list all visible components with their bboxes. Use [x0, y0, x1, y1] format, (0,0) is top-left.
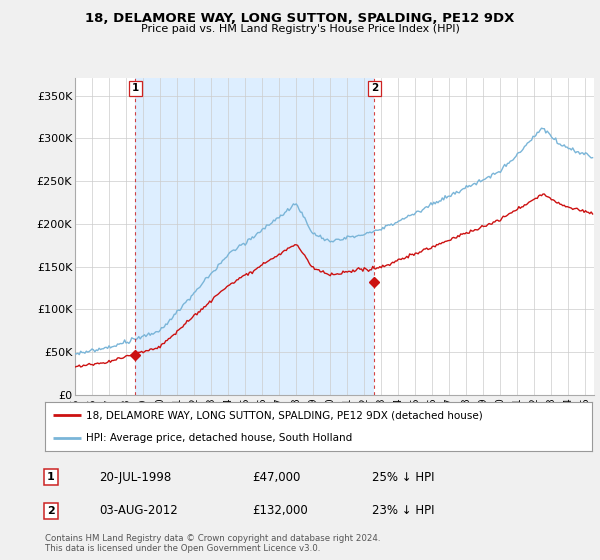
Text: 25% ↓ HPI: 25% ↓ HPI: [372, 470, 434, 484]
Text: 1: 1: [47, 472, 55, 482]
Text: Contains HM Land Registry data © Crown copyright and database right 2024.
This d: Contains HM Land Registry data © Crown c…: [45, 534, 380, 553]
Text: £47,000: £47,000: [252, 470, 301, 484]
Text: 1: 1: [132, 83, 139, 93]
Text: 18, DELAMORE WAY, LONG SUTTON, SPALDING, PE12 9DX: 18, DELAMORE WAY, LONG SUTTON, SPALDING,…: [85, 12, 515, 25]
Text: £132,000: £132,000: [252, 504, 308, 517]
Text: 2: 2: [371, 83, 378, 93]
Text: HPI: Average price, detached house, South Holland: HPI: Average price, detached house, Sout…: [86, 433, 352, 444]
Text: 20-JUL-1998: 20-JUL-1998: [99, 470, 171, 484]
Text: Price paid vs. HM Land Registry's House Price Index (HPI): Price paid vs. HM Land Registry's House …: [140, 24, 460, 34]
Text: 03-AUG-2012: 03-AUG-2012: [99, 504, 178, 517]
Text: 2: 2: [47, 506, 55, 516]
Bar: [136, 78, 374, 395]
Text: 23% ↓ HPI: 23% ↓ HPI: [372, 504, 434, 517]
Text: 18, DELAMORE WAY, LONG SUTTON, SPALDING, PE12 9DX (detached house): 18, DELAMORE WAY, LONG SUTTON, SPALDING,…: [86, 410, 483, 421]
